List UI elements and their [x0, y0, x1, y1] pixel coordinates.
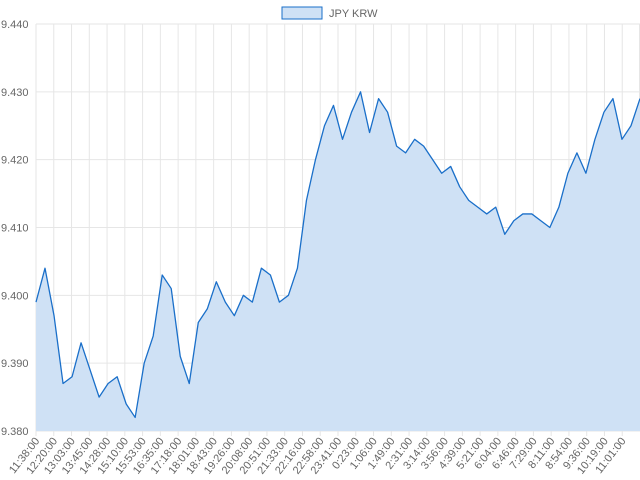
data-point[interactable]: [422, 144, 426, 148]
data-point[interactable]: [485, 212, 489, 216]
data-point[interactable]: [304, 198, 308, 202]
legend[interactable]: JPY KRW: [281, 6, 378, 20]
y-tick-label: 9.440: [1, 19, 29, 31]
data-point[interactable]: [151, 334, 155, 338]
data-point[interactable]: [34, 300, 38, 304]
data-point[interactable]: [584, 171, 588, 175]
y-tick-label: 9.410: [1, 223, 29, 235]
legend-swatch[interactable]: [281, 6, 323, 20]
data-point[interactable]: [593, 137, 597, 141]
data-point[interactable]: [341, 137, 345, 141]
data-point[interactable]: [368, 131, 372, 135]
data-point[interactable]: [106, 382, 110, 386]
data-point[interactable]: [331, 103, 335, 107]
data-point[interactable]: [467, 198, 471, 202]
data-point[interactable]: [97, 395, 101, 399]
data-point[interactable]: [142, 361, 146, 365]
data-point[interactable]: [512, 219, 516, 223]
data-point[interactable]: [115, 375, 119, 379]
data-point[interactable]: [404, 151, 408, 155]
series-line[interactable]: [35, 91, 640, 419]
series-area-fill: [36, 91, 640, 431]
data-point[interactable]: [386, 110, 390, 114]
data-point[interactable]: [494, 205, 498, 209]
data-point[interactable]: [160, 273, 164, 277]
data-point[interactable]: [52, 314, 56, 318]
legend-label[interactable]: JPY KRW: [329, 8, 378, 20]
data-point[interactable]: [557, 205, 561, 209]
y-axis-ticks: 9.380 9.390 9.400 9.410 9.420 9.430 9.440: [1, 19, 29, 438]
data-point[interactable]: [431, 158, 435, 162]
data-point[interactable]: [43, 266, 47, 270]
data-point[interactable]: [223, 300, 227, 304]
data-point[interactable]: [277, 300, 281, 304]
data-point[interactable]: [286, 293, 290, 297]
data-point[interactable]: [61, 382, 65, 386]
data-point[interactable]: [377, 97, 381, 101]
data-point[interactable]: [458, 185, 462, 189]
data-point[interactable]: [124, 402, 128, 406]
data-point[interactable]: [295, 266, 299, 270]
data-point[interactable]: [620, 137, 624, 141]
y-tick-label: 9.380: [1, 426, 29, 438]
data-point[interactable]: [187, 382, 191, 386]
data-point[interactable]: [79, 341, 83, 345]
data-point[interactable]: [214, 280, 218, 284]
data-point[interactable]: [395, 144, 399, 148]
data-point[interactable]: [629, 124, 633, 128]
data-point[interactable]: [268, 273, 272, 277]
data-point[interactable]: [178, 354, 182, 358]
data-point[interactable]: [521, 212, 525, 216]
data-point[interactable]: [70, 375, 74, 379]
data-point[interactable]: [133, 415, 137, 419]
y-tick-label: 9.390: [1, 358, 29, 370]
data-point[interactable]: [440, 171, 444, 175]
data-point[interactable]: [169, 287, 173, 291]
data-point[interactable]: [566, 171, 570, 175]
data-point[interactable]: [476, 205, 480, 209]
data-point[interactable]: [602, 110, 606, 114]
y-tick-label: 9.420: [1, 155, 29, 167]
data-point[interactable]: [250, 300, 254, 304]
data-point[interactable]: [88, 368, 92, 372]
data-point[interactable]: [539, 219, 543, 223]
data-point[interactable]: [232, 314, 236, 318]
data-point[interactable]: [359, 90, 363, 94]
data-point[interactable]: [548, 226, 552, 230]
data-point[interactable]: [259, 266, 263, 270]
data-point[interactable]: [413, 137, 417, 141]
data-point[interactable]: [313, 158, 317, 162]
data-point[interactable]: [530, 212, 534, 216]
data-point[interactable]: [449, 164, 453, 168]
x-axis-ticks: 11:38:0012:20:0013:03:0013:45:0014:28:00…: [7, 435, 629, 476]
data-point[interactable]: [205, 307, 209, 311]
data-point[interactable]: [575, 151, 579, 155]
data-point[interactable]: [503, 232, 507, 236]
data-point[interactable]: [611, 97, 615, 101]
area-layer: [34, 90, 640, 431]
data-point[interactable]: [241, 293, 245, 297]
y-tick-label: 9.430: [1, 87, 29, 99]
data-point[interactable]: [322, 124, 326, 128]
data-point[interactable]: [196, 320, 200, 324]
y-tick-label: 9.400: [1, 290, 29, 302]
data-point[interactable]: [350, 110, 354, 114]
